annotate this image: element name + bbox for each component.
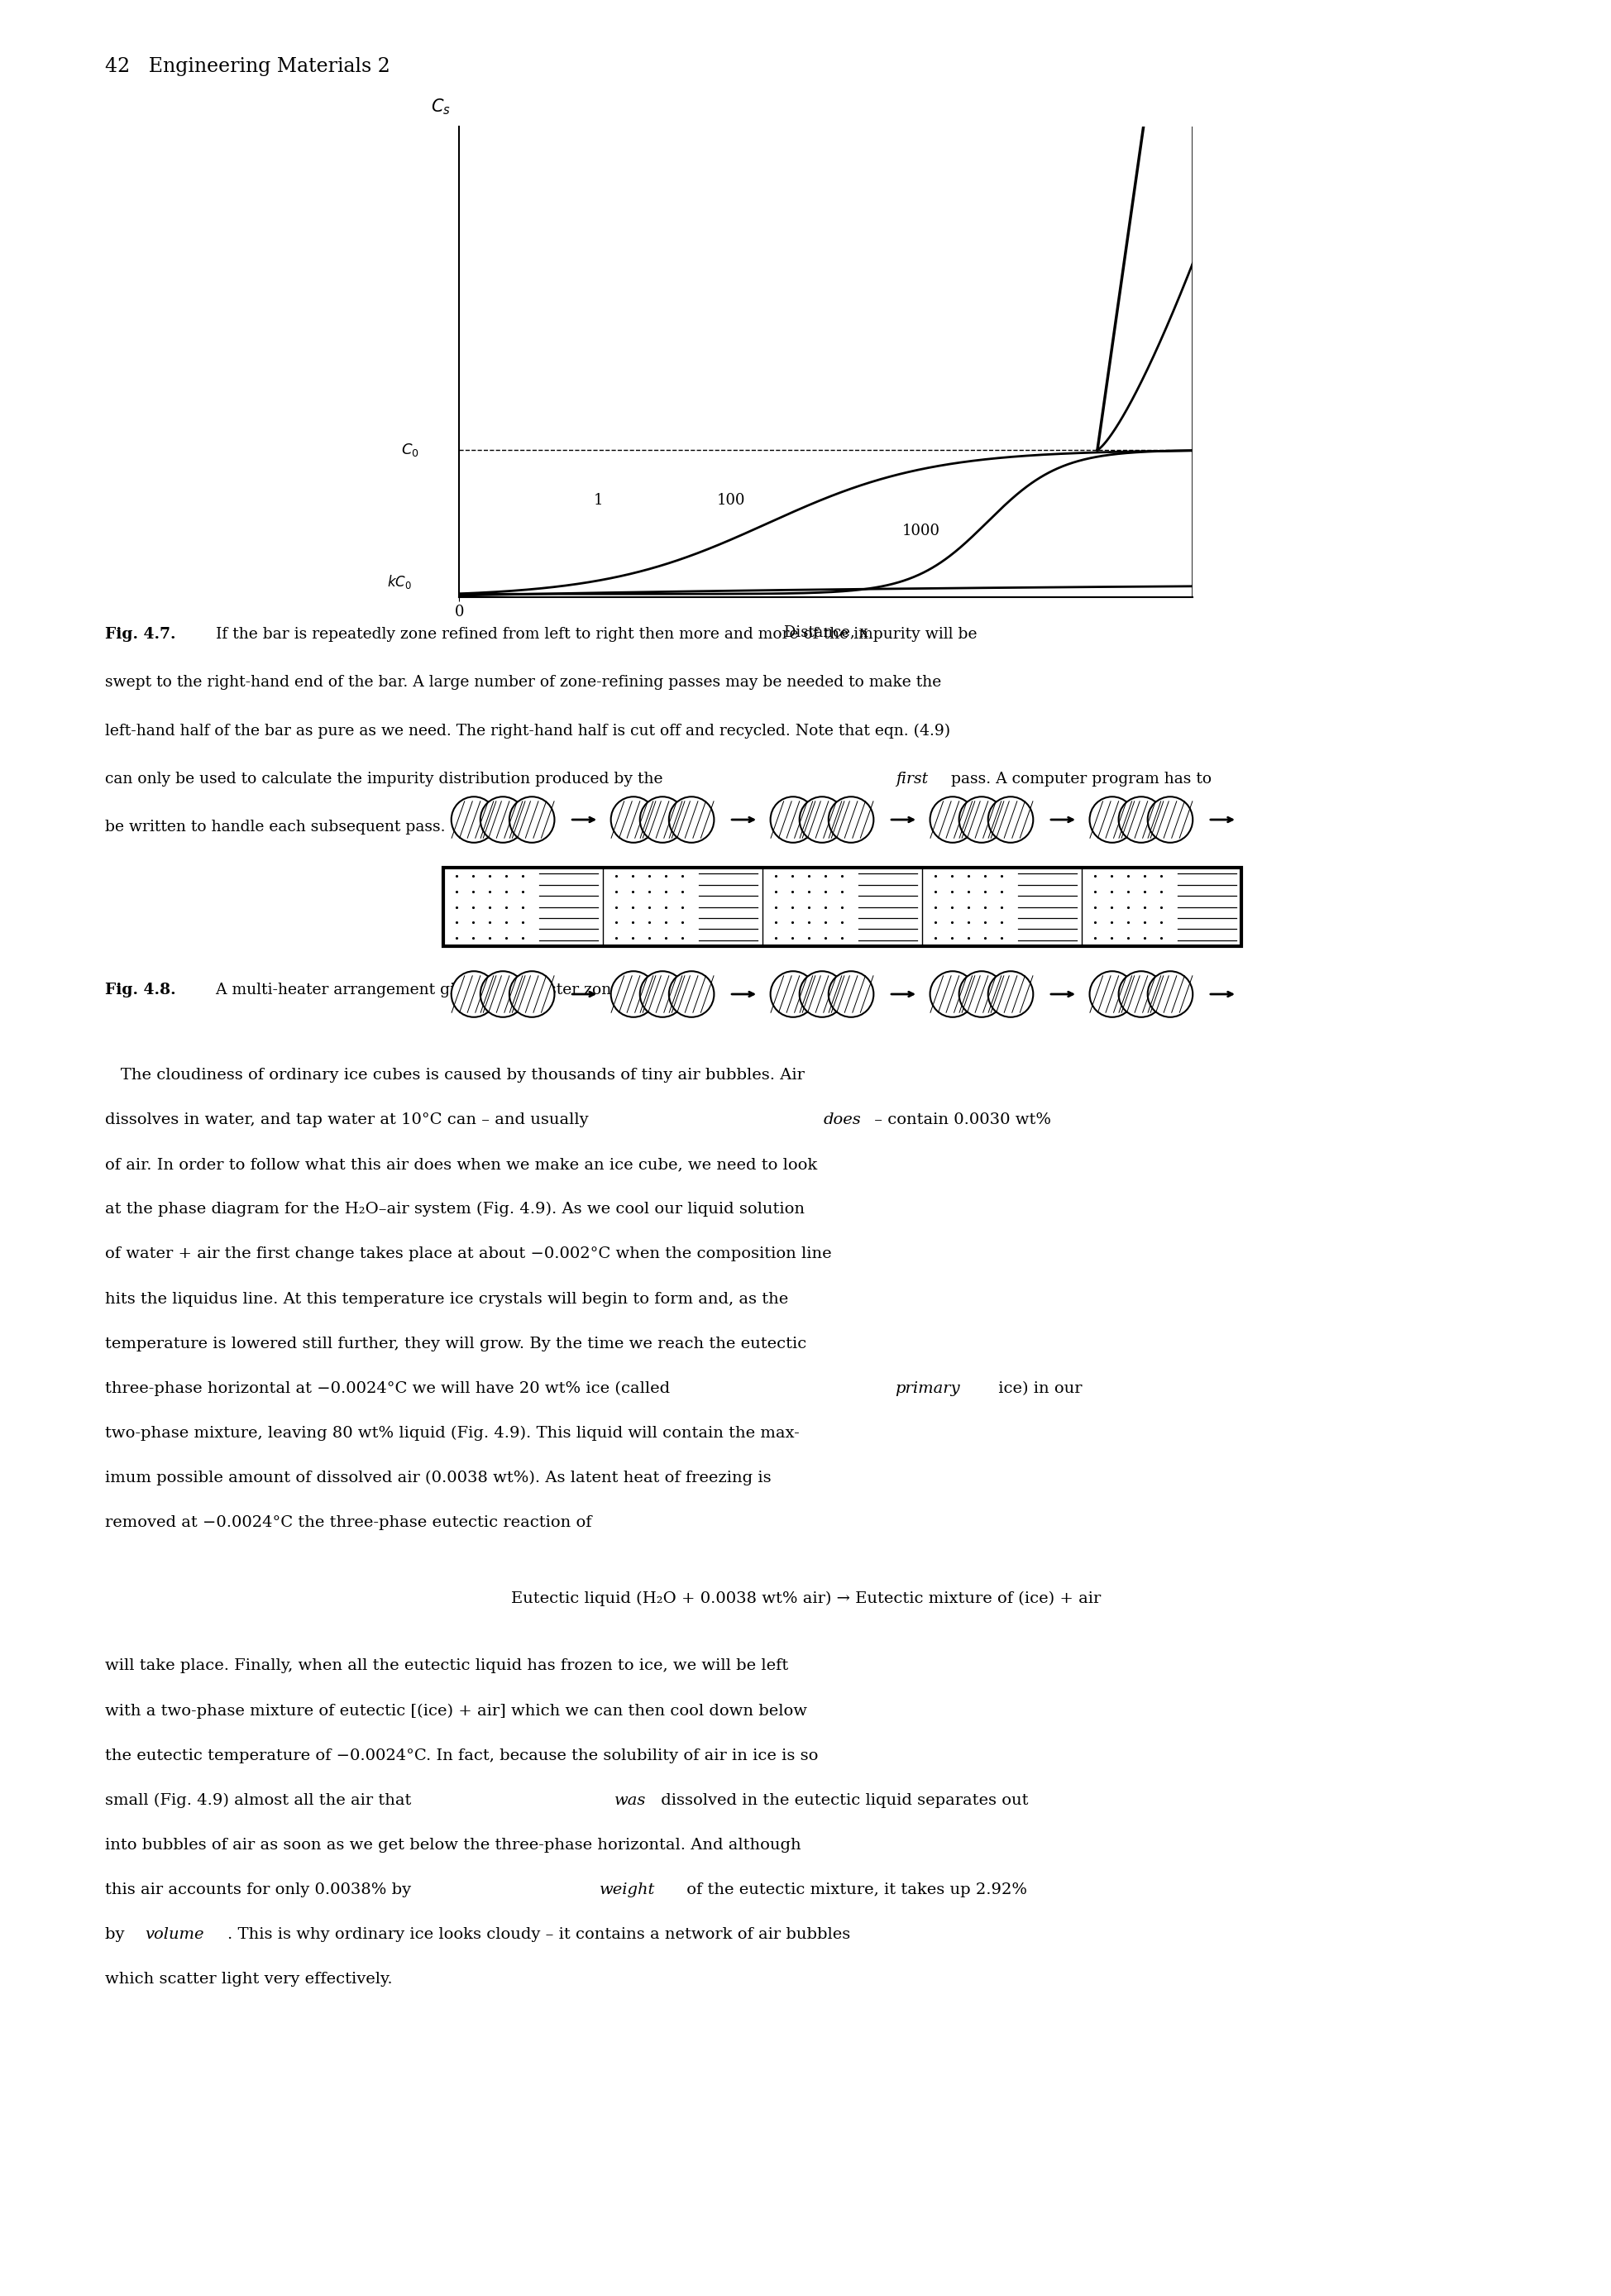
Text: of air. In order to follow what this air does when we make an ice cube, we need : of air. In order to follow what this air… <box>105 1157 817 1171</box>
Text: will take place. Finally, when all the eutectic liquid has frozen to ice, we wil: will take place. Finally, when all the e… <box>105 1658 788 1674</box>
Text: $kC_0$: $kC_0$ <box>387 574 411 590</box>
Text: first: first <box>896 771 928 785</box>
Ellipse shape <box>828 797 873 843</box>
Ellipse shape <box>959 797 1004 843</box>
Text: of water + air the first change takes place at about −0.002°C when the compositi: of water + air the first change takes pl… <box>105 1247 831 1261</box>
Text: does: does <box>823 1111 860 1127</box>
Text: be written to handle each subsequent pass.: be written to handle each subsequent pas… <box>105 820 445 833</box>
Ellipse shape <box>1089 971 1134 1017</box>
Ellipse shape <box>930 971 975 1017</box>
Ellipse shape <box>988 971 1033 1017</box>
Ellipse shape <box>1147 797 1192 843</box>
Ellipse shape <box>959 971 1004 1017</box>
Ellipse shape <box>1089 797 1134 843</box>
Text: which scatter light very effectively.: which scatter light very effectively. <box>105 1972 391 1986</box>
Text: ice) in our: ice) in our <box>992 1380 1081 1396</box>
Text: with a two-phase mixture of eutectic [(ice) + air] which we can then cool down b: with a two-phase mixture of eutectic [(i… <box>105 1704 807 1717</box>
Ellipse shape <box>930 797 975 843</box>
X-axis label: Distance, x: Distance, x <box>783 625 868 638</box>
Text: Fig. 4.7.: Fig. 4.7. <box>105 627 176 641</box>
Text: volume: volume <box>145 1926 205 1942</box>
Text: of the eutectic mixture, it takes up 2.92%: of the eutectic mixture, it takes up 2.9… <box>681 1883 1026 1896</box>
Text: – contain 0.0030 wt%: – contain 0.0030 wt% <box>868 1111 1050 1127</box>
Text: left-hand half of the bar as pure as we need. The right-hand half is cut off and: left-hand half of the bar as pure as we … <box>105 723 949 739</box>
Text: The cloudiness of ordinary ice cubes is caused by thousands of tiny air bubbles.: The cloudiness of ordinary ice cubes is … <box>105 1068 804 1081</box>
Text: dissolved in the eutectic liquid separates out: dissolved in the eutectic liquid separat… <box>656 1793 1028 1807</box>
Text: can only be used to calculate the impurity distribution produced by the: can only be used to calculate the impuri… <box>105 771 667 785</box>
Text: was: was <box>614 1793 646 1807</box>
Ellipse shape <box>799 971 844 1017</box>
Ellipse shape <box>669 797 714 843</box>
Text: 100: 100 <box>715 494 744 507</box>
Ellipse shape <box>770 971 815 1017</box>
Text: weight: weight <box>599 1883 656 1896</box>
Ellipse shape <box>799 797 844 843</box>
Text: removed at −0.0024°C the three-phase eutectic reaction of: removed at −0.0024°C the three-phase eut… <box>105 1515 591 1529</box>
Ellipse shape <box>451 971 496 1017</box>
Text: this air accounts for only 0.0038% by: this air accounts for only 0.0038% by <box>105 1883 416 1896</box>
Text: 1: 1 <box>593 494 603 507</box>
Ellipse shape <box>770 797 815 843</box>
Text: pass. A computer program has to: pass. A computer program has to <box>946 771 1211 785</box>
Ellipse shape <box>480 971 525 1017</box>
Ellipse shape <box>669 971 714 1017</box>
Text: imum possible amount of dissolved air (0.0038 wt%). As latent heat of freezing i: imum possible amount of dissolved air (0… <box>105 1472 770 1486</box>
Text: A multi-heater arrangement gives much faster zone refining.: A multi-heater arrangement gives much fa… <box>211 983 691 996</box>
Ellipse shape <box>1147 971 1192 1017</box>
Ellipse shape <box>1118 797 1163 843</box>
Text: by: by <box>105 1926 129 1942</box>
Ellipse shape <box>480 797 525 843</box>
Text: $C_s$: $C_s$ <box>430 96 451 117</box>
Text: primary: primary <box>894 1380 959 1396</box>
Text: temperature is lowered still further, they will grow. By the time we reach the e: temperature is lowered still further, th… <box>105 1336 806 1350</box>
Text: dissolves in water, and tap water at 10°C can – and usually: dissolves in water, and tap water at 10°… <box>105 1111 593 1127</box>
Ellipse shape <box>640 797 685 843</box>
Ellipse shape <box>828 971 873 1017</box>
Text: two-phase mixture, leaving 80 wt% liquid (Fig. 4.9). This liquid will contain th: two-phase mixture, leaving 80 wt% liquid… <box>105 1426 799 1442</box>
Ellipse shape <box>451 797 496 843</box>
Ellipse shape <box>988 797 1033 843</box>
Ellipse shape <box>509 971 554 1017</box>
Text: $C_0$: $C_0$ <box>401 441 419 459</box>
Text: 42   Engineering Materials 2: 42 Engineering Materials 2 <box>105 57 390 76</box>
Bar <box>443 868 1240 946</box>
Text: into bubbles of air as soon as we get below the three-phase horizontal. And alth: into bubbles of air as soon as we get be… <box>105 1837 801 1853</box>
Text: three-phase horizontal at −0.0024°C we will have 20 wt% ice (called: three-phase horizontal at −0.0024°C we w… <box>105 1380 675 1396</box>
Text: Fig. 4.8.: Fig. 4.8. <box>105 983 176 996</box>
Ellipse shape <box>509 797 554 843</box>
Text: Eutectic liquid (H₂O + 0.0038 wt% air) → Eutectic mixture of (ice) + air: Eutectic liquid (H₂O + 0.0038 wt% air) →… <box>511 1591 1100 1607</box>
Text: swept to the right-hand end of the bar. A large number of zone-refining passes m: swept to the right-hand end of the bar. … <box>105 675 941 689</box>
Text: at the phase diagram for the H₂O–air system (Fig. 4.9). As we cool our liquid so: at the phase diagram for the H₂O–air sys… <box>105 1203 804 1217</box>
Ellipse shape <box>640 971 685 1017</box>
Ellipse shape <box>611 797 656 843</box>
Ellipse shape <box>611 971 656 1017</box>
Ellipse shape <box>1118 971 1163 1017</box>
Text: the eutectic temperature of −0.0024°C. In fact, because the solubility of air in: the eutectic temperature of −0.0024°C. I… <box>105 1747 817 1763</box>
Text: If the bar is repeatedly zone refined from left to right then more and more of t: If the bar is repeatedly zone refined fr… <box>211 627 976 641</box>
Text: . This is why ordinary ice looks cloudy – it contains a network of air bubbles: . This is why ordinary ice looks cloudy … <box>227 1926 849 1942</box>
Text: hits the liquidus line. At this temperature ice crystals will begin to form and,: hits the liquidus line. At this temperat… <box>105 1290 788 1306</box>
Text: small (Fig. 4.9) almost all the air that: small (Fig. 4.9) almost all the air that <box>105 1793 416 1807</box>
Text: 1000: 1000 <box>902 523 939 540</box>
